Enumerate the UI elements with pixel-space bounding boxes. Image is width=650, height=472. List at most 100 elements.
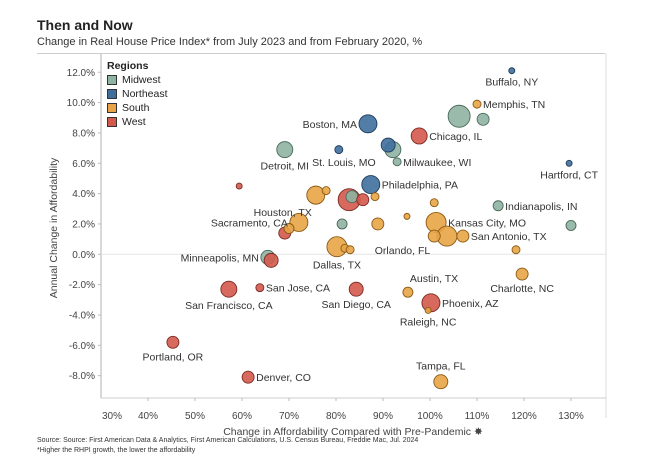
- x-tick-label: 70%: [279, 411, 299, 422]
- data-point: [492, 200, 504, 212]
- point-label: Kansas City, MO: [448, 217, 526, 229]
- data-point: [361, 175, 381, 194]
- point-label: Austin, TX: [410, 273, 458, 285]
- data-point: [241, 370, 255, 384]
- x-tick-label: 110%: [465, 411, 490, 422]
- point-label: Philadelphia, PA: [382, 180, 458, 192]
- legend-swatch: [107, 89, 117, 99]
- legend-swatch: [107, 117, 117, 127]
- chart-title: Then and Now: [37, 17, 133, 33]
- point-label: St. Louis, MO: [312, 157, 376, 169]
- legend-item: Northeast: [107, 87, 168, 101]
- point-label: Milwaukee, WI: [403, 157, 471, 169]
- point-label: Houston, TX: [254, 207, 312, 219]
- point-label: Raleigh, NC: [400, 316, 457, 328]
- data-point: [306, 185, 326, 205]
- y-tick-label: 12.0%: [67, 68, 95, 79]
- point-label: San Francisco, CA: [185, 300, 273, 312]
- data-point: [476, 112, 490, 126]
- data-point: [565, 220, 577, 231]
- chart-subtitle: Change in Real House Price Index* from J…: [37, 36, 423, 48]
- legend-swatch: [107, 103, 117, 113]
- y-tick-label: 4.0%: [72, 189, 95, 200]
- point-label: Minneapolis, MN: [181, 252, 259, 264]
- y-tick-label: -6.0%: [69, 341, 95, 352]
- y-axis-title: Annual Change in Affordability: [48, 157, 60, 298]
- x-tick-label: 100%: [417, 411, 443, 422]
- x-tick-label: 50%: [185, 411, 205, 422]
- point-label: Dallas, TX: [313, 260, 361, 272]
- footnote: *Higher the RHPI growth, the lower the a…: [37, 447, 196, 454]
- x-tick-label: 130%: [558, 411, 584, 422]
- y-tick-label: 2.0%: [72, 219, 95, 230]
- data-point: [345, 190, 359, 204]
- data-point: [380, 137, 396, 153]
- data-point: [402, 286, 414, 298]
- data-point: [456, 229, 470, 243]
- legend-title: Regions: [107, 60, 149, 72]
- data-point: [283, 223, 295, 234]
- data-point: [358, 114, 378, 134]
- data-point: [356, 193, 370, 207]
- data-point: [263, 252, 279, 268]
- data-point: [336, 218, 348, 230]
- data-point: [166, 335, 180, 349]
- data-point: [427, 229, 441, 243]
- data-point: [371, 217, 385, 231]
- point-label: Orlando, FL: [375, 245, 431, 257]
- y-tick-label: 0.0%: [72, 250, 95, 261]
- point-label: Indianapolis, IN: [505, 201, 577, 213]
- y-tick-label: 10.0%: [67, 98, 95, 109]
- legend: Regions Midwest Northeast South West: [107, 60, 168, 129]
- legend-item: West: [107, 115, 168, 129]
- point-label: Boston, MA: [303, 119, 357, 131]
- data-point: [515, 267, 529, 281]
- point-label: San Diego, CA: [321, 299, 390, 311]
- x-tick-label: 80%: [326, 411, 346, 422]
- x-tick-label: 60%: [232, 411, 252, 422]
- y-tick-label: 6.0%: [72, 159, 95, 170]
- point-label: Charlotte, NC: [490, 283, 554, 295]
- data-point: [345, 245, 355, 255]
- legend-swatch: [107, 75, 117, 85]
- y-tick-label: -4.0%: [69, 310, 95, 321]
- legend-label: Northeast: [122, 88, 168, 100]
- x-tick-label: 40%: [138, 411, 158, 422]
- y-tick-label: -2.0%: [69, 280, 95, 291]
- x-tick-label: 90%: [373, 411, 393, 422]
- y-tick-label: -8.0%: [69, 371, 95, 382]
- legend-label: West: [122, 116, 146, 128]
- data-point: [235, 182, 243, 190]
- data-point: [429, 198, 439, 208]
- data-point: [424, 306, 432, 314]
- point-label: Sacramento, CA: [211, 217, 288, 229]
- data-point: [433, 374, 449, 390]
- point-label: Phoenix, AZ: [442, 298, 499, 310]
- point-label: San Jose, CA: [266, 283, 330, 295]
- x-tick-label: 120%: [511, 411, 537, 422]
- data-point: [276, 141, 294, 159]
- point-label: Portland, OR: [143, 351, 204, 363]
- point-label: San Antonio, TX: [471, 231, 547, 243]
- point-label: Buffalo, NY: [485, 77, 538, 89]
- y-tick-label: 8.0%: [72, 128, 95, 139]
- data-point: [410, 127, 428, 145]
- point-label: Tampa, FL: [416, 361, 466, 373]
- data-point: [511, 245, 521, 255]
- data-point: [403, 212, 411, 220]
- data-point: [370, 192, 380, 202]
- data-point: [348, 281, 364, 297]
- legend-label: Midwest: [122, 74, 161, 86]
- data-point: [321, 186, 331, 196]
- source-note: Source: Source: First American Data & An…: [37, 437, 419, 444]
- legend-item: South: [107, 101, 168, 115]
- legend-item: Midwest: [107, 73, 168, 87]
- data-point: [565, 159, 573, 167]
- data-point: [289, 212, 309, 232]
- x-axis-title: Change in Affordability Compared with Pr…: [223, 426, 483, 438]
- point-label: Chicago, IL: [429, 131, 482, 143]
- point-label: Hartford, CT: [540, 169, 598, 181]
- data-point: [255, 283, 265, 293]
- point-label: Detroit, MI: [261, 161, 309, 173]
